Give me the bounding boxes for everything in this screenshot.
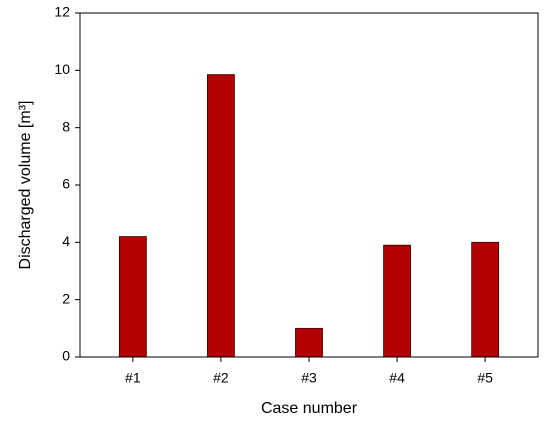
y-tick-label: 8 bbox=[62, 118, 70, 134]
y-axis-title: Discharged volume [m³] bbox=[17, 101, 34, 270]
y-tick-label: 10 bbox=[54, 61, 70, 77]
x-tick-label: #2 bbox=[213, 370, 229, 386]
y-tick-label: 6 bbox=[62, 176, 70, 192]
bar bbox=[207, 74, 235, 358]
x-tick-label: #5 bbox=[477, 370, 493, 386]
bar bbox=[118, 236, 147, 358]
y-tick-label: 4 bbox=[62, 233, 70, 249]
y-tick-label: 0 bbox=[62, 348, 70, 364]
x-tick-label: #4 bbox=[389, 370, 405, 386]
bar bbox=[471, 241, 500, 358]
x-tick-label: #1 bbox=[125, 370, 141, 386]
plot-frame bbox=[79, 12, 539, 358]
x-axis-title: Case number bbox=[261, 400, 358, 417]
y-tick-label: 2 bbox=[62, 290, 70, 306]
y-tick-label: 12 bbox=[54, 4, 70, 20]
bar bbox=[383, 244, 411, 358]
x-tick-label: #3 bbox=[301, 370, 317, 386]
bar bbox=[295, 327, 323, 358]
